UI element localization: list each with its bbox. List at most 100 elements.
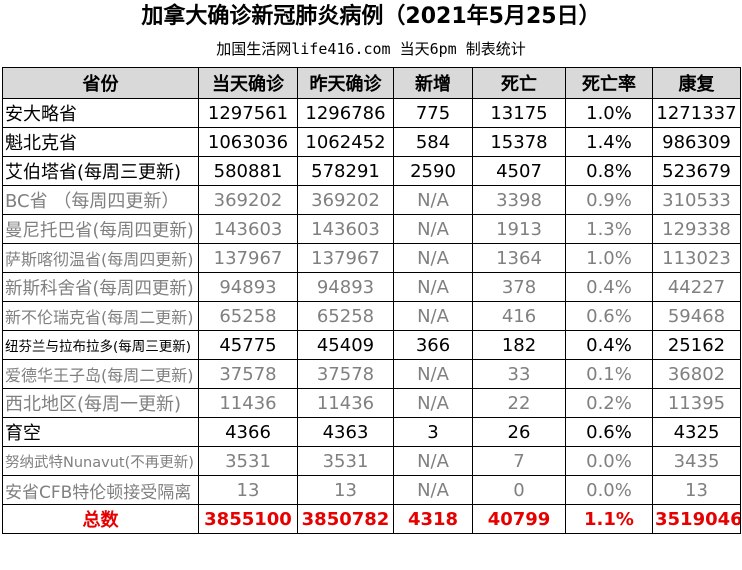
table-cell: 584 [393,127,473,157]
table-cell: 0.4% [565,272,653,302]
table-cell: 378 [472,272,566,302]
subtitle: 加国生活网life416.com 当天6pm 制表统计 [216,40,526,58]
table-cell: 13 [652,475,741,505]
row-label: 努纳武特Nunavut(不再更新) [2,446,199,476]
column-header: 死亡 [472,67,566,99]
table-cell: N/A [393,214,473,244]
table-cell: 143603 [297,214,394,244]
table-cell: 113023 [652,243,741,273]
row-label: 育空 [2,417,199,447]
table-cell: 59468 [652,301,741,331]
row-label: BC省 （每周四更新） [2,185,199,215]
table-cell: 4366 [198,417,298,447]
table-row: 安省CFB特伦顿接受隔离 13 13 N/A 0 0.0% 13 [2,475,741,505]
table-cell: 580881 [198,156,298,186]
column-header: 当天确诊 [198,67,298,99]
table-cell: 65258 [198,301,298,331]
table-cell: 37578 [297,359,394,389]
table-cell: 3435 [652,446,741,476]
table-cell: 33 [472,359,566,389]
table-cell: N/A [393,359,473,389]
table-row: 曼尼托巴省(每周四更新) 143603 143603 N/A 1913 1.3% 12933… [2,214,741,244]
table-cell: 45775 [198,330,298,360]
table-cell: 7 [472,446,566,476]
table-row: 新不伦瑞克省(每周二更新) 65258 65258 N/A 416 0.6% 59468 [2,301,741,331]
row-label: 总数 [2,504,199,534]
column-header: 死亡率 [565,67,653,99]
table-cell: 3519046 [652,504,741,534]
table-cell: 369202 [297,185,394,215]
table-cell: 1.3% [565,214,653,244]
table-cell: 182 [472,330,566,360]
row-label: 西北地区(每周一更新) [2,388,199,418]
table-cell: 0.0% [565,446,653,476]
table-cell: 3531 [297,446,394,476]
row-label: 安省CFB特伦顿接受隔离 [2,475,199,505]
table-cell: 1364 [472,243,566,273]
table-cell: 1.1% [565,504,653,534]
table-cell: 94893 [198,272,298,302]
table-row: BC省 （每周四更新） 369202 369202 N/A 3398 0.9% 310533 [2,185,741,215]
table-cell: 11436 [297,388,394,418]
table-row: 魁北克省 1063036 1062452 584 15378 1.4% 986309 [2,127,741,157]
table-cell: 0.8% [565,156,653,186]
table-cell: 65258 [297,301,394,331]
table-row: 育空 4366 4363 3 26 0.6% 4325 [2,417,741,447]
table-row: 爱德华王子岛(每周二更新) 37578 37578 N/A 33 0.1% 36802 [2,359,741,389]
table-cell: 366 [393,330,473,360]
table-cell: 15378 [472,127,566,157]
table-cell: 578291 [297,156,394,186]
table-cell: 1063036 [198,127,298,157]
table-cell: 0.1% [565,359,653,389]
table-cell: 3398 [472,185,566,215]
table-cell: 4325 [652,417,741,447]
table-cell: 1062452 [297,127,394,157]
table-cell: 11395 [652,388,741,418]
row-label: 爱德华王子岛(每周二更新) [2,359,199,389]
table-row: 新斯科舍省(每周四更新) 94893 94893 N/A 378 0.4% 44227 [2,272,741,302]
table-cell: 3855100 [198,504,298,534]
table-cell: 36802 [652,359,741,389]
table-cell: 986309 [652,127,741,157]
table-cell: N/A [393,475,473,505]
table-cell: 13175 [472,98,566,128]
table-cell: 1297561 [198,98,298,128]
table-cell: 1.0% [565,243,653,273]
table-cell: 2590 [393,156,473,186]
table-cell: 3 [393,417,473,447]
table-cell: 45409 [297,330,394,360]
table-cell: 1.4% [565,127,653,157]
table-cell: 0.6% [565,301,653,331]
table-row: 努纳武特Nunavut(不再更新) 3531 3531 N/A 7 0.0% 3435 [2,446,741,476]
table-cell: 40799 [472,504,566,534]
table-cell: N/A [393,446,473,476]
column-header: 昨天确诊 [297,67,394,99]
column-header: 康复 [652,67,741,99]
table-cell: N/A [393,185,473,215]
table-cell: 94893 [297,272,394,302]
table-cell: 1271337 [652,98,741,128]
table-cell: 137967 [198,243,298,273]
table-cell: N/A [393,272,473,302]
table-cell: 416 [472,301,566,331]
table-cell: N/A [393,243,473,273]
table-cell: 0.2% [565,388,653,418]
row-label: 魁北克省 [2,127,199,157]
table-cell: 137967 [297,243,394,273]
table-cell: 1913 [472,214,566,244]
table-cell: 143603 [198,214,298,244]
table-cell: 523679 [652,156,741,186]
table-row: 总数 3855100 3850782 4318 40799 1.1% 3519046 [2,504,741,534]
table-cell: 1296786 [297,98,394,128]
table-cell: 0.0% [565,475,653,505]
table-row: 安大略省 1297561 1296786 775 13175 1.0% 1271337 [2,98,741,128]
table-cell: 13 [198,475,298,505]
row-label: 萨斯喀彻温省(每周四更新) [2,243,199,273]
row-label: 新斯科舍省(每周四更新) [2,272,199,302]
table-cell: 4318 [393,504,473,534]
table-row: 西北地区(每周一更新) 11436 11436 N/A 22 0.2% 11395 [2,388,741,418]
title: 加拿大确诊新冠肺炎病例（2021年5月25日） [141,4,601,29]
table-row: 萨斯喀彻温省(每周四更新) 137967 137967 N/A 1364 1.0% 1130… [2,243,741,273]
table-cell: 0.9% [565,185,653,215]
